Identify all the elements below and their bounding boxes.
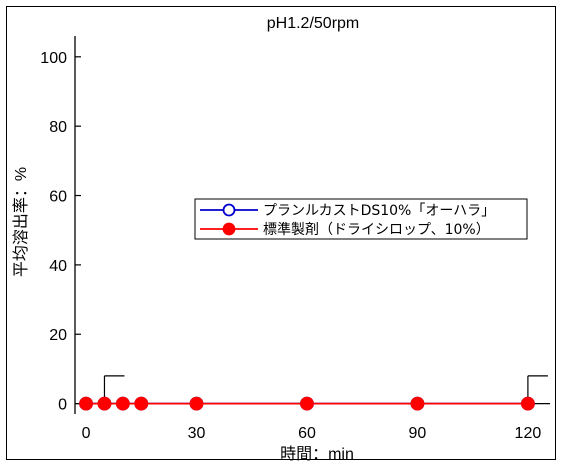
y-tick-label: 100 [40, 50, 67, 67]
legend: プランルカストDS10%「オーハラ」標準製剤（ドライシロップ、10%） [194, 198, 528, 240]
x-tick-label: 30 [188, 425, 206, 442]
x-axis-label: 時間：min [280, 445, 354, 463]
legend-box [194, 198, 528, 240]
y-tick-label: 60 [49, 189, 67, 206]
data-point-series-2 [97, 396, 112, 411]
y-tick-label: 0 [58, 397, 67, 414]
data-point-series-2 [300, 396, 314, 411]
legend-marker-1 [222, 203, 236, 217]
data-point-series-2 [189, 396, 204, 411]
x-tick-label: 60 [298, 425, 316, 442]
data-point-series-2 [521, 396, 535, 411]
x-tick-label: 0 [82, 425, 91, 442]
data-point-series-2 [79, 396, 93, 411]
y-tick-label: 40 [49, 258, 67, 275]
x-tick-label: 90 [409, 425, 427, 442]
legend-marker-2 [222, 222, 236, 236]
chart-title: pH1.2/50rpm [267, 15, 360, 32]
x-tick-label: 120 [515, 425, 542, 442]
y-axis-label: 平均溶出率：% [12, 167, 30, 277]
y-tick-label: 20 [49, 327, 67, 344]
data-point-series-2 [410, 396, 425, 411]
series-layer [79, 396, 535, 411]
legend-label-1: プランルカストDS10%「オーハラ」 [263, 203, 495, 219]
legend-label-2: 標準製剤（ドライシロップ、10%） [263, 222, 490, 238]
data-point-series-2 [134, 396, 149, 411]
data-point-series-2 [115, 396, 130, 411]
y-tick-label: 80 [49, 119, 67, 136]
error-bars [103, 375, 548, 404]
